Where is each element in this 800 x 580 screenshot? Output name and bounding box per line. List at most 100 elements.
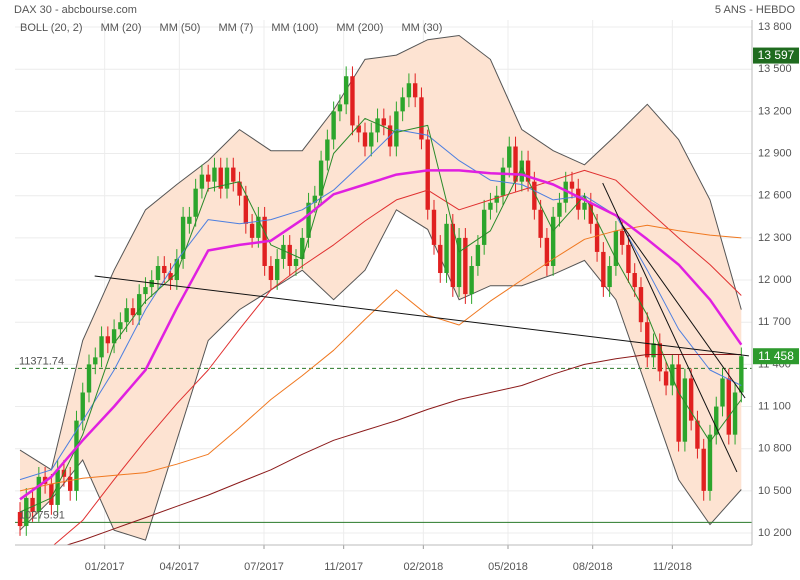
ma-line bbox=[19, 129, 742, 481]
candle-body bbox=[544, 237, 550, 266]
candle-body bbox=[739, 356, 744, 393]
candle-body bbox=[469, 265, 474, 295]
candle-body bbox=[306, 202, 311, 238]
candle-body bbox=[99, 336, 104, 358]
x-tick-label: 11/2017 bbox=[324, 561, 363, 573]
candle-body bbox=[155, 265, 161, 281]
candle-body bbox=[663, 371, 669, 386]
candle-body bbox=[720, 378, 725, 407]
candle-body bbox=[318, 160, 324, 196]
candle-body bbox=[281, 244, 286, 259]
candle-body bbox=[394, 111, 399, 147]
candle-body bbox=[350, 76, 355, 126]
y-tick-label: 12 000 bbox=[758, 274, 792, 286]
candle-body bbox=[74, 420, 79, 491]
candle-body bbox=[695, 420, 700, 449]
x-tick-label: 05/2018 bbox=[488, 561, 528, 573]
y-tick-label: 10 500 bbox=[758, 485, 792, 497]
candle-body bbox=[331, 111, 336, 140]
candle-body bbox=[274, 258, 280, 281]
x-tick-label: 07/2017 bbox=[244, 561, 284, 573]
candle-body bbox=[325, 139, 330, 161]
candle-body bbox=[419, 97, 424, 140]
candle-body bbox=[519, 160, 525, 182]
candle-body bbox=[237, 181, 242, 196]
plot-area bbox=[15, 34, 752, 545]
candle-body bbox=[174, 258, 180, 281]
candle-body bbox=[582, 202, 587, 210]
candle-body bbox=[17, 511, 23, 527]
y-tick-label: 13 500 bbox=[758, 63, 792, 75]
candle-body bbox=[55, 469, 60, 505]
candle-body bbox=[268, 265, 274, 281]
candle-body bbox=[463, 237, 468, 295]
candle-body bbox=[362, 132, 368, 147]
candle-body bbox=[601, 251, 606, 288]
ma-line bbox=[65, 354, 742, 545]
chart-title: DAX 30 - abcbourse.com bbox=[14, 4, 137, 16]
candle-body bbox=[243, 195, 249, 224]
y-tick-label: 13 200 bbox=[758, 105, 792, 117]
band-upper bbox=[19, 34, 742, 471]
candle-body bbox=[613, 230, 619, 266]
candle-body bbox=[406, 83, 412, 98]
candle-body bbox=[105, 336, 111, 344]
candle-body bbox=[369, 132, 374, 147]
candle-body bbox=[576, 188, 581, 210]
candle-body bbox=[494, 195, 499, 203]
legend: BOLL (20, 2) MM (20) MM (50) MM (7) MM (100)… bbox=[20, 22, 442, 34]
band-lower bbox=[19, 209, 742, 541]
candle-body bbox=[563, 181, 568, 203]
ma-line bbox=[19, 169, 743, 501]
candle-body bbox=[49, 483, 54, 505]
candle-body bbox=[431, 209, 437, 245]
candle-body bbox=[557, 202, 562, 217]
candle-body bbox=[588, 202, 594, 224]
y-tick-label: 10 800 bbox=[758, 443, 792, 455]
y-tick-label: 11 700 bbox=[758, 316, 791, 328]
candle-body bbox=[450, 223, 456, 288]
candle-body bbox=[124, 308, 129, 323]
candle-body bbox=[688, 378, 694, 421]
candle-body bbox=[67, 476, 73, 491]
ma-line bbox=[19, 224, 742, 492]
candle-body bbox=[300, 237, 305, 259]
candle-body bbox=[168, 273, 173, 281]
y-tick-label: 11 100 bbox=[758, 400, 791, 412]
y-tick-label: 13 800 bbox=[758, 21, 792, 33]
candle-body bbox=[381, 118, 387, 126]
candle-body bbox=[130, 308, 136, 316]
legend-item: MM (200) bbox=[336, 22, 383, 34]
candle-body bbox=[714, 406, 719, 435]
level-label: 11371.74 bbox=[19, 355, 64, 367]
candle-body bbox=[670, 364, 675, 386]
candle-body bbox=[412, 83, 418, 98]
chart-subtitle: 5 ANS - HEBDO bbox=[715, 4, 796, 16]
candle-body bbox=[180, 216, 186, 259]
legend-item: BOLL (20, 2) bbox=[20, 22, 83, 34]
x-tick-label: 11/2018 bbox=[653, 561, 692, 573]
candle-body bbox=[657, 343, 662, 372]
candle-body bbox=[400, 97, 405, 112]
candle-body bbox=[507, 146, 512, 168]
legend-item: MM (100) bbox=[271, 22, 318, 34]
band-fill bbox=[20, 35, 742, 541]
candle-body bbox=[550, 216, 556, 266]
candle-body bbox=[425, 139, 430, 210]
candle-body bbox=[293, 258, 299, 266]
price-box bbox=[753, 47, 799, 64]
legend-item: MM (7) bbox=[218, 22, 253, 34]
candle-body bbox=[676, 364, 681, 442]
candle-body bbox=[375, 118, 380, 133]
candle-body bbox=[162, 265, 167, 274]
candle-body bbox=[707, 434, 713, 491]
x-tick-label: 04/2017 bbox=[159, 561, 199, 573]
candle-body bbox=[632, 273, 637, 288]
x-tick-label: 08/2018 bbox=[573, 561, 613, 573]
candle-body bbox=[111, 329, 117, 344]
price-box-label: 11 458 bbox=[758, 349, 794, 363]
trend-line bbox=[621, 224, 746, 399]
candle-body bbox=[212, 167, 217, 182]
candle-body bbox=[136, 294, 142, 316]
